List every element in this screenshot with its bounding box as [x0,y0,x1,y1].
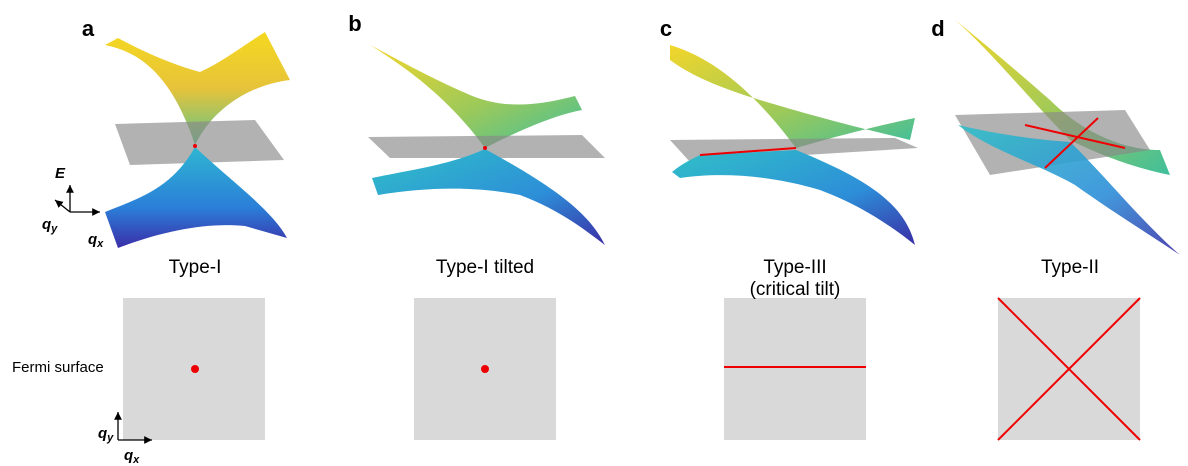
qx-label: qx [88,231,104,250]
qy-label: qy [42,216,58,235]
panel-letter: d [931,16,944,41]
panel-type-label: Type-III [763,257,826,278]
panel-type-label: Type-II [1041,257,1099,278]
band-c [670,45,918,245]
panel-letter: c [660,16,672,41]
panel-type-label: Type-I tilted [436,257,534,278]
panel-letter: a [82,16,95,41]
qy-label-2d: qy [98,425,114,444]
row-label: Fermi surface [12,359,104,376]
panel-type-label: Type-I [169,257,222,278]
axes-3d [55,185,100,212]
band-b [368,45,605,245]
energy-label: E [55,165,66,182]
panel-letter: b [348,11,361,36]
fermi-surfaces [123,298,1140,440]
qx-label-2d: qx [124,447,140,466]
band-a [105,32,290,248]
panel-type-label: (critical tilt) [750,279,841,300]
band-d [955,20,1180,255]
figure: E qy qx qy qx Fermi surface a Type-I b Type… [0,0,1188,466]
